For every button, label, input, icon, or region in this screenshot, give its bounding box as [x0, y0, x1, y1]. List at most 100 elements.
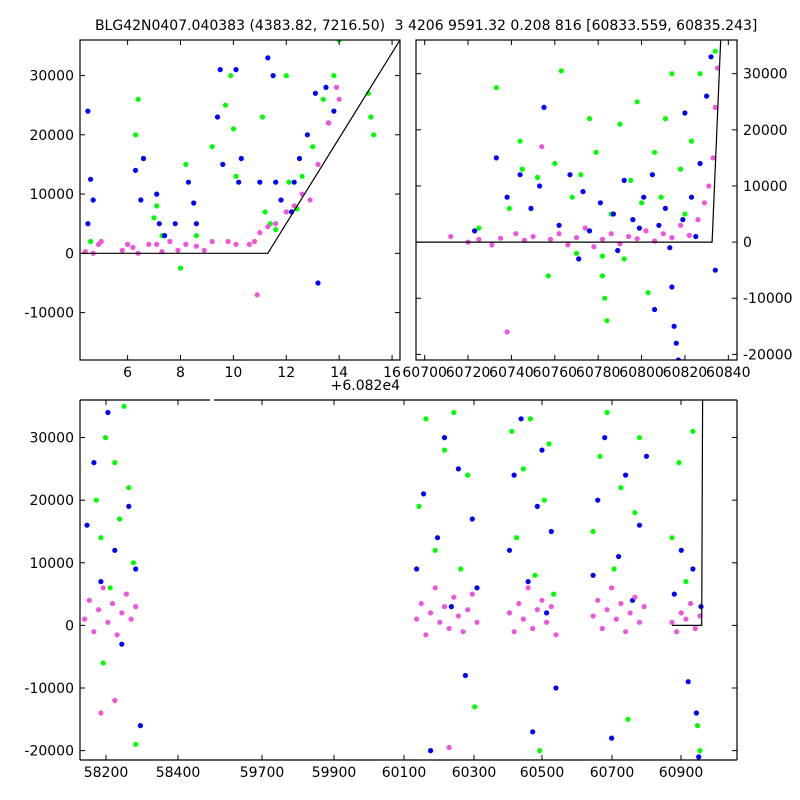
y-tick-label: 30000 [743, 67, 788, 83]
point-blue [541, 104, 547, 110]
point-blue [693, 710, 700, 716]
point-pink [623, 629, 629, 635]
point-blue [678, 547, 684, 553]
point-green [151, 215, 157, 221]
y-tick-label: 0 [65, 618, 74, 634]
point-pink [336, 96, 342, 102]
point-blue [530, 729, 536, 735]
point-pink [613, 616, 619, 622]
plot-frame [415, 39, 738, 361]
point-blue [682, 110, 688, 116]
point-green [509, 428, 515, 434]
point-blue [88, 176, 94, 182]
point-blue [84, 522, 90, 528]
point-green [625, 716, 631, 722]
point-green [476, 225, 482, 231]
x-tick-label: 8 [176, 365, 185, 381]
point-blue [712, 267, 718, 273]
point-green [586, 116, 593, 122]
x-tick-label: 10 [224, 365, 242, 381]
point-green [472, 704, 478, 710]
point-pink [474, 619, 480, 625]
x-tick-label: 58200 [84, 765, 129, 781]
point-pink [418, 600, 424, 607]
point-blue [534, 503, 540, 509]
point-green [639, 200, 645, 206]
point-blue [590, 572, 596, 578]
point-blue [132, 167, 139, 173]
point-green [578, 172, 584, 178]
x-tick-label: 60820 [663, 365, 708, 381]
point-pink [183, 241, 189, 247]
point-pink [701, 200, 708, 206]
point-green [233, 173, 239, 179]
point-green [632, 510, 638, 516]
point-pink [128, 616, 134, 622]
point-green [618, 485, 624, 491]
model-line [80, 40, 400, 254]
point-green [209, 144, 215, 150]
y-tick-label: 10000 [29, 556, 74, 572]
point-blue [448, 604, 454, 610]
point-blue [214, 114, 221, 120]
point-green [551, 591, 557, 597]
point-blue [586, 228, 593, 234]
point-blue [548, 528, 554, 535]
point-blue [671, 591, 677, 597]
point-pink [109, 600, 116, 607]
point-pink [465, 607, 471, 613]
point-green [320, 96, 326, 102]
point-blue [539, 447, 545, 453]
point-pink [114, 632, 120, 638]
point-pink [123, 591, 129, 597]
point-pink [539, 597, 545, 603]
y-tick-label: -20000 [24, 744, 74, 760]
point-blue [698, 604, 704, 610]
point-green [228, 73, 234, 79]
point-blue [469, 516, 475, 522]
point-pink [590, 613, 596, 619]
point-pink [599, 236, 606, 242]
point-blue [615, 247, 621, 254]
point-pink [469, 591, 475, 597]
point-blue [296, 155, 303, 162]
point-green [683, 579, 689, 585]
point-pink [119, 247, 125, 253]
point-pink [82, 616, 88, 622]
point-blue [91, 460, 97, 466]
point-pink [548, 604, 554, 610]
point-pink [167, 238, 173, 245]
point-green [599, 273, 606, 279]
point-blue [641, 194, 647, 200]
x-tick-label: 12 [277, 365, 295, 381]
point-blue [474, 585, 480, 591]
point-green [652, 149, 658, 155]
point-green [259, 114, 266, 120]
point-pink [209, 238, 215, 245]
y-tick-label: 20000 [29, 493, 74, 509]
point-green [310, 144, 316, 150]
point-green [527, 416, 534, 422]
point-blue [323, 84, 329, 90]
point-green [121, 403, 127, 409]
point-blue [623, 472, 629, 478]
point-green [669, 71, 675, 77]
x-tick-label: 60740 [489, 365, 534, 381]
point-green [697, 71, 703, 77]
point-blue [162, 233, 168, 239]
point-green [506, 205, 512, 211]
point-green [451, 409, 457, 416]
point-pink [604, 607, 610, 613]
point-pink [608, 231, 614, 237]
point-blue [278, 197, 284, 203]
point-green [100, 660, 106, 666]
point-pink [291, 203, 297, 209]
point-green [133, 741, 139, 747]
point-blue [544, 610, 550, 616]
point-green [112, 460, 118, 466]
point-pink [455, 613, 461, 619]
point-blue [137, 723, 143, 729]
point-blue [172, 221, 178, 227]
point-green [193, 233, 199, 239]
